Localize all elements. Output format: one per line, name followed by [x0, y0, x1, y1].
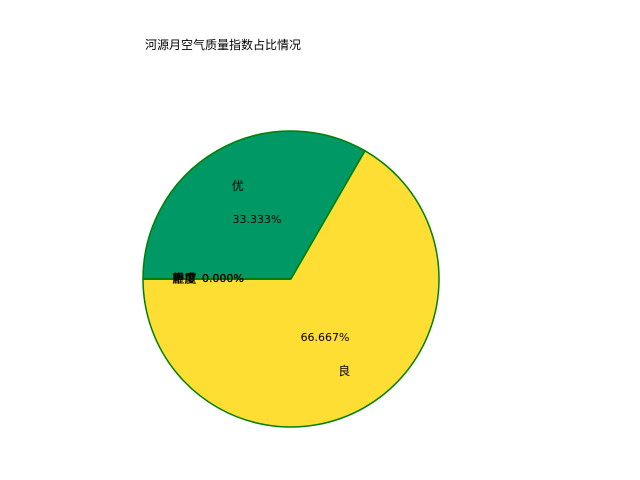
category-label: 严重 — [172, 272, 196, 286]
category-label: 优 — [232, 179, 244, 193]
category-label: 轻度 — [172, 271, 196, 286]
category-label: 良 — [338, 363, 350, 378]
percent-label: 33.333% — [232, 213, 281, 226]
pie-slice — [142, 130, 366, 280]
percent-label: 0.000% — [202, 272, 244, 285]
pie-slice — [142, 150, 440, 428]
category-label: 中度 — [172, 271, 196, 286]
category-label: 重度 — [172, 271, 196, 286]
percent-label: 0.000% — [202, 272, 244, 285]
percent-label: 0.000% — [202, 272, 244, 285]
percent-label: 66.667% — [301, 331, 350, 344]
chart-title: 河源月空气质量指数占比情况 — [145, 38, 302, 52]
percent-label: 0.000% — [202, 272, 244, 285]
